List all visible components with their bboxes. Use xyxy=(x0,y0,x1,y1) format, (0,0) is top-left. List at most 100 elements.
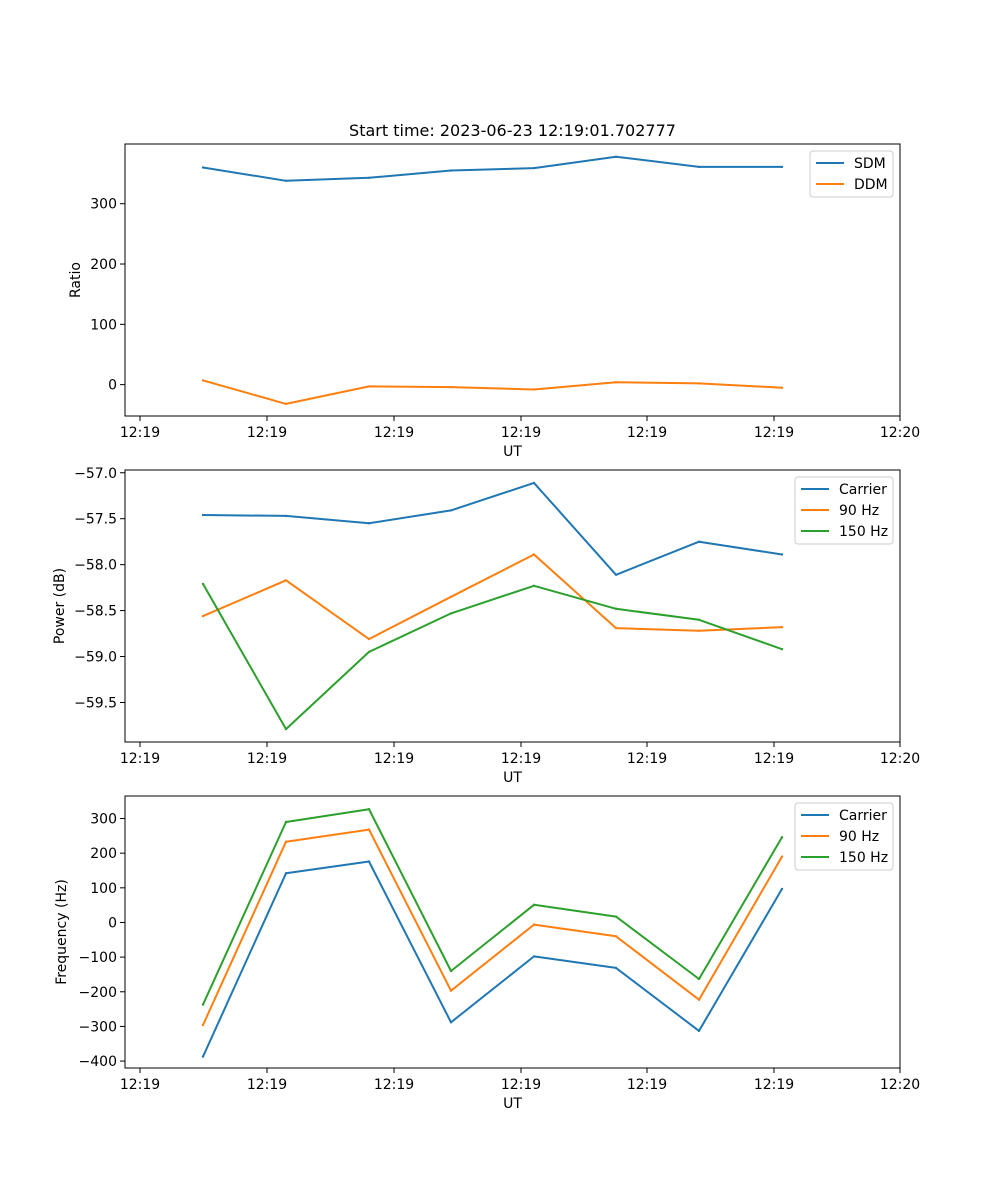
x-axis-label: UT xyxy=(503,444,522,460)
data-point xyxy=(201,1023,205,1027)
x-tick-label: 12:19 xyxy=(247,425,287,441)
data-point xyxy=(367,176,371,179)
y-tick-label: 200 xyxy=(90,846,117,862)
x-tick-label: 12:19 xyxy=(247,751,287,767)
data-point xyxy=(697,618,701,621)
data-point xyxy=(449,509,453,512)
data-point xyxy=(614,155,618,158)
data-point xyxy=(201,513,205,517)
y-tick-label: −400 xyxy=(79,1054,117,1070)
data-point xyxy=(780,887,784,891)
data-point xyxy=(449,969,453,973)
data-point xyxy=(532,166,536,170)
y-tick-label: 100 xyxy=(90,317,117,333)
y-tick-label: −58.5 xyxy=(74,604,117,620)
series-line-90-hz xyxy=(202,828,783,1026)
legend-entry: 150 Hz xyxy=(839,850,888,866)
data-point xyxy=(201,1003,205,1006)
data-point xyxy=(697,1029,701,1033)
y-tick-label: 300 xyxy=(90,812,117,828)
data-point xyxy=(614,573,618,576)
x-tick-label: 12:19 xyxy=(374,1077,414,1093)
data-point xyxy=(449,595,453,598)
data-point xyxy=(284,402,288,406)
data-point xyxy=(367,860,371,863)
x-tick-label: 12:19 xyxy=(501,751,541,767)
y-tick-label: −100 xyxy=(79,950,117,966)
y-tick-label: 200 xyxy=(90,257,117,273)
power-panel: 12:19 12:19 12:19 12:19 12:19 12:19 12:20 −57.0… xyxy=(52,466,920,786)
series-line-carrier xyxy=(202,481,783,576)
legend-entry: 90 Hz xyxy=(839,503,879,519)
x-tick-label: 12:19 xyxy=(501,425,541,441)
data-point xyxy=(449,612,453,615)
legend-entry: DDM xyxy=(854,177,888,193)
legend-entry: SDM xyxy=(854,156,886,172)
x-tick-label: 12:19 xyxy=(754,1077,794,1093)
data-point xyxy=(532,584,536,587)
data-point xyxy=(697,998,701,1001)
x-tick-label: 12:19 xyxy=(627,1077,667,1093)
chart-title: Start time: 2023-06-23 12:19:01.702777 xyxy=(349,121,676,140)
data-point xyxy=(201,614,205,618)
y-tick-label: −200 xyxy=(79,985,117,1001)
data-point xyxy=(449,385,453,389)
x-tick-label: 12:19 xyxy=(374,751,414,767)
data-point xyxy=(284,179,288,182)
data-point xyxy=(614,935,618,938)
data-point xyxy=(614,966,618,970)
x-tick-label: 12:19 xyxy=(754,751,794,767)
data-point xyxy=(532,955,536,958)
data-point xyxy=(284,840,288,843)
data-point xyxy=(780,648,784,651)
y-tick-label: −57.0 xyxy=(74,466,117,482)
x-tick-label: 12:19 xyxy=(374,425,414,441)
data-point xyxy=(449,1021,453,1024)
axes-frame xyxy=(124,795,901,1069)
y-axis-label: Ratio xyxy=(68,262,84,298)
y-tick-label: −59.0 xyxy=(74,650,117,666)
y-tick-label: 0 xyxy=(108,915,117,931)
data-point xyxy=(614,915,618,918)
data-point xyxy=(284,579,288,582)
y-tick-label: −300 xyxy=(79,1019,117,1035)
y-axis-label: Frequency (Hz) xyxy=(54,879,70,985)
x-tick-label: 12:19 xyxy=(120,1077,160,1093)
data-point xyxy=(697,382,701,385)
data-point xyxy=(367,637,371,641)
x-tick-label: 12:19 xyxy=(120,425,160,441)
data-point xyxy=(532,388,536,391)
data-point xyxy=(367,522,371,525)
data-point xyxy=(284,872,288,875)
data-point xyxy=(532,903,536,906)
data-point xyxy=(201,1055,205,1058)
data-point xyxy=(284,514,288,518)
data-point xyxy=(697,629,701,632)
y-tick-label: 0 xyxy=(108,378,117,394)
data-point xyxy=(201,582,205,586)
data-point xyxy=(614,607,618,610)
axes-frame xyxy=(124,469,901,743)
data-point xyxy=(367,828,371,831)
series-line-90-hz xyxy=(202,553,783,641)
data-point xyxy=(201,166,205,169)
data-point xyxy=(532,553,536,556)
data-point xyxy=(367,808,371,811)
data-point xyxy=(449,989,453,992)
y-tick-label: 100 xyxy=(90,881,117,897)
legend-entry: Carrier xyxy=(839,482,887,498)
data-point xyxy=(367,650,371,654)
x-tick-label: 12:19 xyxy=(754,425,794,441)
series-line-150-hz xyxy=(202,808,783,1006)
axes-frame xyxy=(124,143,901,417)
data-point xyxy=(697,165,701,169)
x-tick-label: 12:19 xyxy=(120,751,160,767)
series-line-150-hz xyxy=(202,583,783,731)
data-point xyxy=(532,923,536,926)
legend-entry: Carrier xyxy=(839,808,887,824)
data-point xyxy=(780,855,784,858)
data-point xyxy=(284,820,288,824)
data-point xyxy=(449,169,453,172)
y-tick-label: −58.0 xyxy=(74,558,117,574)
